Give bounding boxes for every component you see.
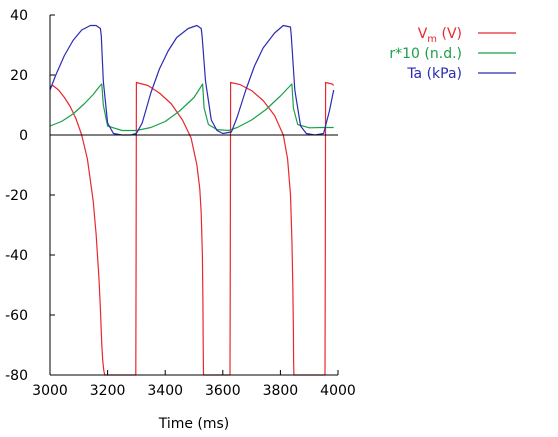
- axes-layer: [49, 15, 338, 376]
- y-tick-label-5: 20: [10, 68, 28, 84]
- series-line-0: [49, 81, 335, 376]
- series-line-2: [49, 24, 335, 136]
- y-tick-label-6: 40: [10, 8, 28, 24]
- y-tick-label-0: -80: [5, 368, 28, 384]
- legend-label-0: Vm (V): [418, 26, 462, 45]
- series-line-1: [49, 83, 334, 132]
- series-layer: [49, 24, 335, 376]
- legend-label-1: r*10 (n.d.): [389, 46, 462, 62]
- legend-item-2: Ta (kPa): [406, 66, 516, 82]
- legend-label-2: Ta (kPa): [406, 66, 462, 82]
- x-tick-label-1: 3200: [90, 383, 126, 399]
- legend: Vm (V)r*10 (n.d.) Ta (kPa): [389, 26, 516, 82]
- y-tick-label-3: -20: [5, 188, 28, 204]
- x-tick-label-0: 3000: [32, 383, 68, 399]
- x-tick-label-3: 3600: [205, 383, 241, 399]
- y-tick-label-1: -60: [5, 308, 28, 324]
- y-tick-label-4: 0: [19, 128, 28, 144]
- legend-item-0: Vm (V): [418, 26, 516, 45]
- legend-item-1: r*10 (n.d.): [389, 46, 516, 62]
- x-tick-label-2: 3400: [147, 383, 183, 399]
- x-axis-title: Time (ms): [158, 416, 230, 432]
- x-tick-label-4: 3800: [263, 383, 299, 399]
- ticks-layer: 3000 3200 3400 3600 3800 4000 -80 -60 -40 -20 0 20 4…: [5, 8, 356, 399]
- y-tick-label-2: -40: [5, 248, 28, 264]
- x-tick-label-5: 4000: [320, 383, 356, 399]
